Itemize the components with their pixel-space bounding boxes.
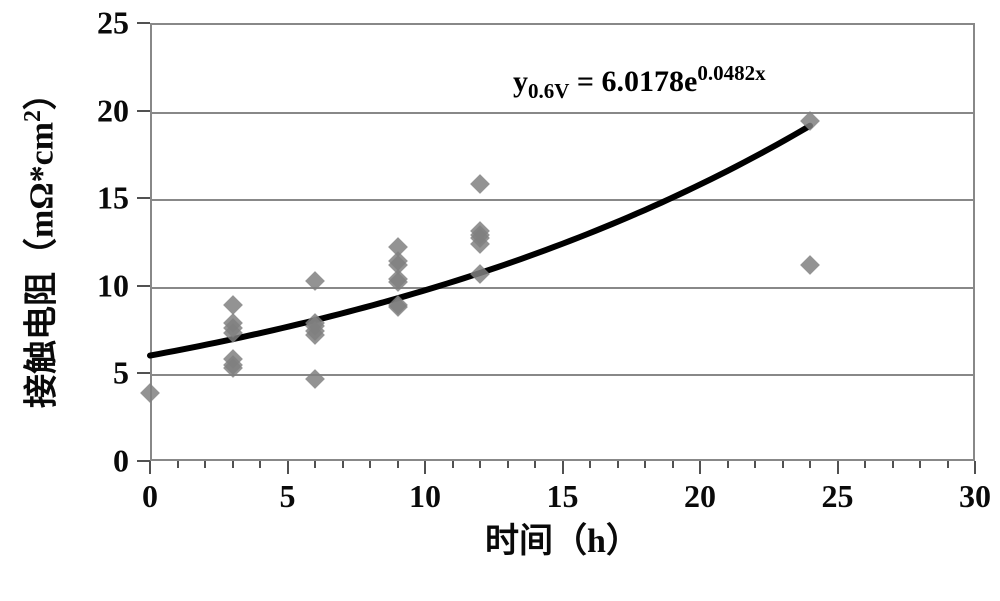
x-minor-tick: [232, 461, 234, 468]
x-minor-tick: [342, 461, 344, 468]
x-minor-tick: [892, 461, 894, 468]
x-tick-mark: [562, 461, 564, 474]
chart-container: y0.6V = 6.0178e0.0482x 接触电阻（mΩ*cm2） 时间（h…: [0, 0, 1000, 601]
x-tick-label: 10: [409, 478, 441, 515]
x-minor-tick: [617, 461, 619, 468]
y-tick-label: 10: [97, 267, 129, 304]
x-tick-mark: [699, 461, 701, 474]
y-axis-label: 接触电阻（mΩ*cm2）: [14, 76, 63, 408]
x-minor-tick: [644, 461, 646, 468]
trendline-equation: y0.6V = 6.0178e0.0482x: [513, 61, 766, 104]
gridline-h: [152, 112, 973, 114]
x-minor-tick: [919, 461, 921, 468]
x-tick-mark: [837, 461, 839, 474]
x-minor-tick: [754, 461, 756, 468]
x-tick-label: 25: [822, 478, 854, 515]
y-tick-mark: [137, 22, 150, 24]
x-tick-label: 5: [280, 478, 296, 515]
x-tick-mark: [287, 461, 289, 474]
x-minor-tick: [369, 461, 371, 468]
x-tick-label: 20: [684, 478, 716, 515]
x-minor-tick: [397, 461, 399, 468]
x-tick-mark: [424, 461, 426, 474]
x-minor-tick: [864, 461, 866, 468]
x-tick-label: 0: [142, 478, 158, 515]
y-tick-label: 0: [113, 443, 129, 480]
y-tick-label: 20: [97, 92, 129, 129]
x-tick-label: 15: [547, 478, 579, 515]
y-tick-label: 15: [97, 180, 129, 217]
x-minor-tick: [589, 461, 591, 468]
y-tick-label: 5: [113, 355, 129, 392]
y-tick-mark: [137, 372, 150, 374]
x-minor-tick: [177, 461, 179, 468]
y-tick-mark: [137, 110, 150, 112]
x-minor-tick: [507, 461, 509, 468]
x-minor-tick: [782, 461, 784, 468]
x-axis-label: 时间（h）: [485, 513, 640, 562]
x-minor-tick: [314, 461, 316, 468]
y-tick-label: 25: [97, 5, 129, 42]
gridline-h: [152, 199, 973, 201]
x-minor-tick: [259, 461, 261, 468]
x-minor-tick: [727, 461, 729, 468]
x-tick-label: 30: [959, 478, 991, 515]
x-minor-tick: [204, 461, 206, 468]
x-minor-tick: [809, 461, 811, 468]
x-tick-mark: [974, 461, 976, 474]
y-tick-mark: [137, 285, 150, 287]
gridline-h: [152, 287, 973, 289]
x-minor-tick: [479, 461, 481, 468]
x-tick-mark: [149, 461, 151, 474]
gridline-h: [152, 374, 973, 376]
y-tick-mark: [137, 197, 150, 199]
x-minor-tick: [947, 461, 949, 468]
x-minor-tick: [534, 461, 536, 468]
x-minor-tick: [672, 461, 674, 468]
x-minor-tick: [452, 461, 454, 468]
